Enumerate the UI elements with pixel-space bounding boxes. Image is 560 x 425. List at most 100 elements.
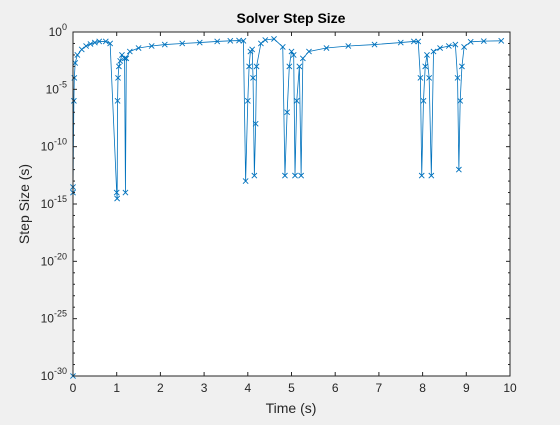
data-point bbox=[252, 120, 259, 127]
data-point bbox=[227, 37, 234, 44]
data-point bbox=[91, 39, 98, 46]
y-tick-base: 10 bbox=[41, 369, 55, 383]
data-point-stroke bbox=[91, 39, 98, 46]
data-point-stroke bbox=[306, 48, 312, 55]
data-point-stroke bbox=[78, 46, 85, 53]
data-point bbox=[250, 74, 256, 81]
data-point-stroke bbox=[227, 37, 234, 44]
data-point-stroke bbox=[253, 63, 260, 70]
data-point bbox=[78, 46, 85, 53]
data-point bbox=[115, 63, 122, 70]
data-point-stroke bbox=[279, 44, 286, 50]
data-point bbox=[114, 97, 121, 104]
data-point-stroke bbox=[461, 44, 468, 50]
x-tick-label: 7 bbox=[376, 381, 383, 395]
data-point bbox=[196, 39, 203, 46]
data-point bbox=[135, 45, 142, 51]
data-point bbox=[148, 43, 155, 49]
data-point-stroke bbox=[345, 43, 352, 49]
data-point-stroke bbox=[397, 39, 404, 46]
y-tick-label: 10-5 bbox=[46, 79, 67, 96]
data-point bbox=[257, 40, 264, 47]
data-point bbox=[459, 63, 465, 70]
y-tick-base: 10 bbox=[49, 25, 63, 39]
data-point bbox=[452, 41, 459, 48]
y-tick-exponent: 0 bbox=[62, 22, 67, 32]
data-point-stroke bbox=[426, 74, 433, 81]
data-point-stroke bbox=[418, 172, 425, 179]
x-tick-label: 9 bbox=[463, 381, 470, 395]
x-tick-label: 3 bbox=[201, 381, 208, 395]
data-point-stroke bbox=[299, 55, 306, 62]
data-point-stroke bbox=[161, 41, 168, 48]
data-point bbox=[83, 43, 90, 49]
data-point-stroke bbox=[459, 63, 465, 70]
data-point bbox=[461, 44, 468, 50]
data-point-stroke bbox=[445, 43, 452, 49]
data-point-stroke bbox=[87, 41, 94, 47]
data-point-stroke bbox=[123, 55, 130, 62]
data-point-stroke bbox=[420, 97, 427, 104]
data-point bbox=[293, 97, 300, 104]
data-point bbox=[262, 37, 269, 43]
data-point-stroke bbox=[452, 41, 459, 48]
x-tick-label: 0 bbox=[70, 381, 77, 395]
data-point bbox=[422, 63, 429, 70]
data-point bbox=[179, 40, 186, 47]
y-tick-label: 10-15 bbox=[41, 194, 67, 211]
data-point bbox=[249, 46, 256, 53]
x-axis-label: Time (s) bbox=[266, 400, 317, 416]
data-point bbox=[123, 55, 130, 62]
data-point-stroke bbox=[323, 45, 330, 51]
data-point bbox=[292, 172, 298, 179]
data-point bbox=[415, 38, 422, 45]
data-point-stroke bbox=[107, 40, 114, 47]
data-point bbox=[410, 38, 417, 45]
x-tick-label: 1 bbox=[113, 381, 120, 395]
x-tick-label: 2 bbox=[157, 381, 164, 395]
data-point-stroke bbox=[271, 35, 277, 42]
data-point bbox=[426, 74, 433, 81]
data-point bbox=[107, 40, 114, 47]
data-point bbox=[371, 41, 378, 48]
data-point bbox=[397, 39, 404, 46]
data-point-stroke bbox=[257, 40, 264, 47]
data-point bbox=[113, 189, 120, 196]
data-point-stroke bbox=[196, 39, 203, 46]
data-point bbox=[121, 55, 128, 62]
y-axis-label: Step Size (s) bbox=[16, 164, 32, 244]
data-point-stroke bbox=[96, 38, 103, 45]
y-tick-base: 10 bbox=[41, 197, 55, 211]
data-point bbox=[102, 38, 109, 45]
y-tick-base: 10 bbox=[46, 82, 60, 96]
data-point bbox=[119, 52, 125, 58]
y-tick-label: 10-10 bbox=[41, 137, 67, 154]
y-tick-base: 10 bbox=[41, 140, 55, 154]
data-point bbox=[457, 97, 464, 104]
data-point-stroke bbox=[292, 172, 298, 179]
data-point bbox=[430, 48, 437, 55]
data-point-stroke bbox=[284, 109, 291, 116]
data-point bbox=[286, 63, 293, 70]
y-tick-exponent: -10 bbox=[54, 137, 67, 147]
data-point-stroke bbox=[282, 172, 288, 179]
data-point-stroke bbox=[288, 48, 295, 55]
data-point-stroke bbox=[114, 97, 121, 104]
x-tick-label: 10 bbox=[503, 381, 517, 395]
data-point bbox=[282, 172, 288, 179]
x-tick-label: 6 bbox=[332, 381, 339, 395]
data-point bbox=[122, 189, 129, 196]
y-tick-base: 10 bbox=[41, 254, 55, 268]
y-tick-label: 10-20 bbox=[41, 251, 67, 268]
data-point bbox=[290, 52, 297, 58]
data-point bbox=[244, 97, 251, 104]
data-point-stroke bbox=[467, 38, 474, 45]
plot-background bbox=[73, 32, 510, 376]
data-point-stroke bbox=[214, 38, 221, 45]
data-point bbox=[240, 37, 247, 44]
data-point bbox=[498, 37, 505, 44]
data-point bbox=[242, 178, 249, 184]
